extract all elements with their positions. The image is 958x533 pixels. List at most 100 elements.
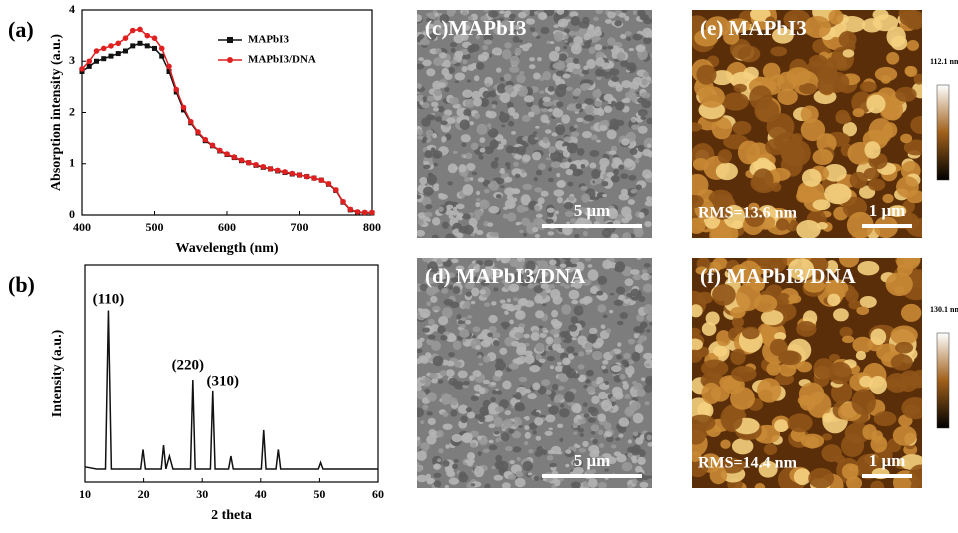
grain: [429, 373, 438, 379]
grain: [413, 386, 422, 392]
grain: [568, 324, 577, 332]
grain: [594, 44, 602, 51]
grain: [445, 444, 449, 448]
grain: [489, 440, 494, 444]
grain: [569, 290, 580, 300]
grain: [441, 254, 448, 262]
grain: [558, 22, 565, 26]
grain: [547, 455, 553, 460]
marker: [355, 209, 361, 215]
grain: [448, 67, 455, 74]
grain: [423, 165, 430, 170]
grain: [443, 60, 451, 68]
grain: [575, 64, 581, 69]
grain: [504, 42, 512, 48]
grain: [474, 214, 480, 221]
grain: [636, 44, 646, 52]
grain: [562, 358, 570, 366]
grain: [635, 344, 644, 353]
grain: [415, 195, 421, 200]
grain: [461, 134, 471, 142]
marker: [253, 162, 259, 168]
page: (a)40050060070080001234Wavelength (nm)Ab…: [0, 0, 958, 533]
grain: [513, 297, 519, 301]
grain: [422, 60, 432, 67]
grain: [440, 335, 447, 341]
grain: [589, 163, 596, 169]
grain: [622, 8, 628, 13]
grain: [426, 114, 435, 120]
grain: [460, 416, 467, 424]
grain: [604, 94, 614, 101]
grain: [494, 431, 500, 435]
grain: [427, 392, 437, 401]
grain: [770, 339, 788, 356]
grain: [594, 30, 602, 37]
grain: [602, 228, 611, 237]
grain: [536, 214, 543, 219]
marker: [137, 27, 143, 33]
grain: [459, 329, 470, 338]
grain: [552, 62, 562, 69]
grain: [770, 46, 787, 56]
grain: [471, 233, 475, 236]
grain: [426, 411, 433, 415]
grain: [456, 314, 461, 320]
grain: [846, 476, 862, 490]
grain: [487, 123, 491, 128]
grain: [567, 19, 571, 22]
grain: [857, 261, 879, 275]
grain: [438, 379, 444, 383]
grain: [475, 202, 480, 207]
grain: [496, 178, 504, 184]
grain: [458, 370, 468, 378]
grain: [596, 140, 601, 143]
grain: [479, 289, 486, 294]
grain: [606, 328, 611, 333]
grain: [642, 149, 651, 156]
grain: [532, 383, 540, 391]
grain: [491, 466, 495, 469]
grain: [571, 131, 579, 137]
grain: [640, 116, 646, 120]
grain: [598, 109, 605, 116]
grain: [488, 184, 494, 188]
grain: [453, 341, 462, 350]
grain: [633, 413, 644, 424]
grain: [508, 121, 514, 127]
grain: [730, 349, 745, 365]
grain: [624, 158, 633, 167]
grain: [868, 179, 885, 191]
grain: [483, 449, 490, 453]
grain: [509, 66, 519, 73]
grain: [462, 338, 466, 342]
grain: [450, 398, 457, 406]
grain: [645, 174, 651, 179]
grain: [573, 405, 581, 413]
grain: [525, 416, 530, 421]
grain: [843, 49, 855, 57]
grain: [873, 9, 889, 21]
grain: [607, 129, 617, 139]
grain: [586, 386, 595, 393]
grain: [628, 339, 635, 345]
grain: [623, 363, 629, 367]
grain: [418, 308, 423, 312]
grain: [484, 302, 490, 307]
grain: [604, 105, 612, 113]
grain: [415, 462, 419, 467]
grain: [541, 379, 550, 386]
grain: [895, 87, 916, 102]
marker: [130, 43, 135, 48]
grain: [426, 474, 431, 479]
grain: [910, 116, 931, 134]
grain: [482, 91, 490, 98]
marker: [79, 66, 85, 72]
grain: [643, 304, 653, 315]
x-tick-label: 600: [218, 220, 236, 234]
grain: [627, 453, 632, 458]
grain: [582, 17, 590, 24]
grain: [418, 219, 424, 226]
grain: [568, 158, 572, 162]
grain: [622, 232, 631, 241]
